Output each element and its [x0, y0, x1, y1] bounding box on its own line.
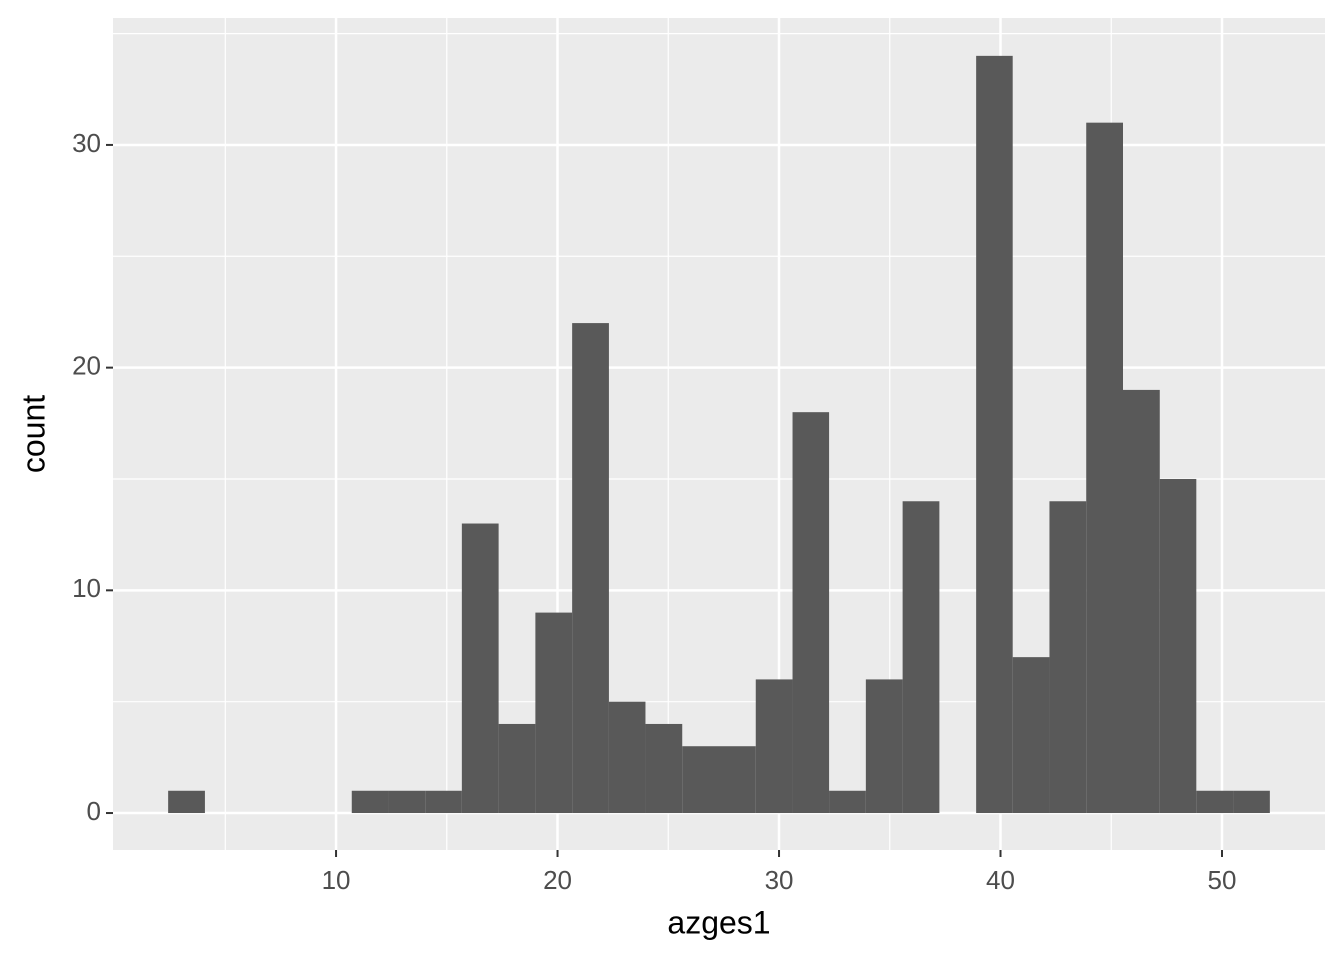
y-tick-label: 0	[87, 796, 101, 826]
bar	[645, 723, 683, 814]
bar	[535, 612, 573, 814]
bar	[168, 790, 205, 814]
bar	[865, 679, 903, 814]
y-tick-label: 10	[72, 573, 101, 603]
bar	[719, 746, 756, 814]
x-tick-label: 30	[765, 865, 794, 895]
y-tick-label: 20	[72, 351, 101, 381]
bar	[1049, 501, 1087, 814]
x-tick-label: 10	[322, 865, 351, 895]
bar	[682, 746, 719, 814]
bar	[755, 679, 793, 814]
bar	[572, 323, 609, 814]
bar	[1123, 389, 1160, 814]
bar	[1159, 478, 1197, 814]
bar	[1233, 790, 1270, 814]
bar	[461, 523, 499, 814]
bar	[1012, 657, 1050, 814]
bar	[1086, 122, 1123, 814]
bar	[976, 55, 1013, 814]
bar	[608, 701, 646, 814]
bar	[829, 790, 866, 814]
x-tick-label: 40	[986, 865, 1015, 895]
x-tick-label: 50	[1208, 865, 1237, 895]
x-axis-title: azges1	[667, 904, 770, 940]
bar	[425, 790, 462, 814]
y-axis-title: count	[15, 395, 51, 473]
y-tick-label: 30	[72, 128, 101, 158]
bar	[498, 723, 536, 814]
bar	[792, 412, 830, 814]
bar	[351, 790, 389, 814]
bar	[388, 790, 426, 814]
bar	[1196, 790, 1234, 814]
x-tick-label: 20	[543, 865, 572, 895]
bar	[902, 501, 940, 814]
